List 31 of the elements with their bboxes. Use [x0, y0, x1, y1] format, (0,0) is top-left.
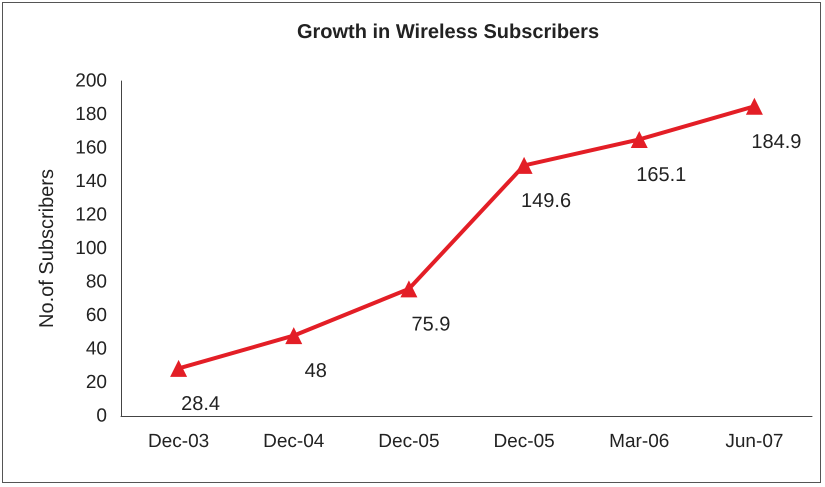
- y-tick-label: 140: [75, 171, 107, 192]
- data-label: 184.9: [751, 130, 802, 153]
- point: [285, 327, 302, 344]
- x-tick-label: Jun-07: [725, 431, 784, 452]
- y-tick-label: 120: [75, 204, 107, 226]
- x-tick-label: Dec-05: [378, 431, 440, 452]
- y-tick-label: 200: [75, 70, 107, 92]
- y-tick-label: 100: [75, 238, 107, 259]
- data-label: 149.6: [521, 190, 572, 212]
- y-tick-label: 20: [86, 372, 107, 393]
- point: [516, 156, 533, 174]
- point: [170, 360, 188, 377]
- point: [746, 98, 763, 115]
- y-tick-label: 80: [86, 272, 107, 292]
- y-tick-label: 40: [86, 338, 107, 360]
- data-label: 75.9: [411, 313, 450, 336]
- x-tick-label: Dec-05: [493, 431, 555, 452]
- y-tick-label: 0: [96, 406, 107, 426]
- data-label: 28.4: [181, 392, 220, 415]
- y-axis-title: No.of Subscribers: [36, 169, 58, 328]
- point: [400, 280, 418, 298]
- y-tick-label: 180: [75, 104, 107, 125]
- data-label: 48: [304, 360, 327, 382]
- data-label: 165.1: [636, 164, 686, 186]
- x-tick-label: Dec-03: [148, 431, 210, 452]
- y-tick-label: 160: [75, 138, 107, 158]
- x-tick-label: Dec-04: [263, 431, 325, 452]
- point: [630, 130, 648, 148]
- y-tick-label: 60: [86, 305, 107, 326]
- x-tick-label: Mar-06: [609, 431, 670, 452]
- chart-title: Growth in Wireless Subscribers: [296, 21, 600, 43]
